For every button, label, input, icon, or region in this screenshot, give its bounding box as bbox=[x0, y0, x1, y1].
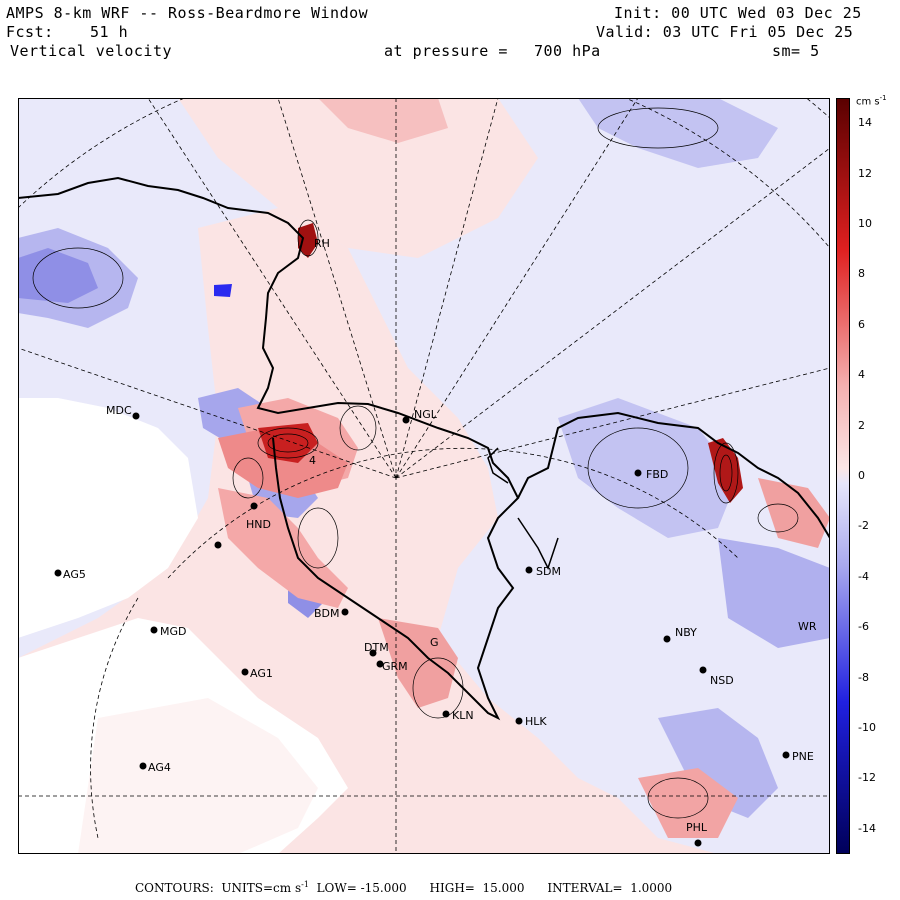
station-mdc: MDC bbox=[106, 404, 132, 417]
negative-field-east bbox=[558, 398, 738, 538]
negative-field-strong-patch bbox=[214, 284, 232, 297]
positive-field-region-north bbox=[178, 98, 538, 258]
station-hnd: HND bbox=[246, 518, 271, 531]
forecast-hour: 51 h bbox=[90, 23, 129, 41]
colorbar-tick: 4 bbox=[858, 368, 865, 382]
positive-field-south-patch bbox=[638, 768, 738, 838]
dense-contours bbox=[32, 107, 799, 819]
colorbar-units: cm s-1 bbox=[856, 94, 887, 108]
positive-field-strong-1 bbox=[258, 423, 318, 463]
colorbar-tick: -8 bbox=[858, 670, 869, 684]
colorbar-tick: -2 bbox=[858, 519, 869, 533]
station-nsd: NSD bbox=[710, 674, 734, 687]
valid-time: Valid: 03 UTC Fri 05 Dec 25 bbox=[596, 23, 854, 41]
station-ngl: NGL bbox=[414, 408, 438, 421]
forecast-label: Fcst: bbox=[6, 23, 54, 41]
station-rh: RH bbox=[314, 237, 330, 250]
colorbar-tick: 8 bbox=[858, 267, 865, 281]
contour-label-4: 4 bbox=[309, 454, 316, 467]
positive-field-mountain-3 bbox=[218, 488, 348, 608]
contour-info: CONTOURS: UNITS=cm s-1 LOW= -15.000 HIGH… bbox=[135, 880, 673, 895]
station-phl: PHL bbox=[686, 821, 708, 834]
negative-field-east-2 bbox=[718, 538, 830, 648]
colorbar-tick: -12 bbox=[858, 771, 876, 785]
init-time: Init: 00 UTC Wed 03 Dec 25 bbox=[614, 4, 862, 22]
coastline-east-2 bbox=[487, 447, 559, 570]
station-fbd: FBD bbox=[646, 468, 668, 481]
station-pne: PNE bbox=[792, 750, 814, 763]
station-labels: MDC NGL SDM AG5 MGD AG1 AG4 BDM KLN HLK … bbox=[63, 237, 817, 834]
station-ag5: AG5 bbox=[63, 568, 86, 581]
pressure-label: at pressure = bbox=[384, 42, 508, 60]
map-title: AMPS 8-km WRF -- Ross-Beardmore Window bbox=[6, 4, 369, 22]
coastline bbox=[18, 176, 520, 721]
coastline-east bbox=[517, 411, 830, 539]
negative-field-northwest-dark bbox=[18, 248, 98, 303]
positive-field-north-patch bbox=[318, 98, 448, 143]
station-kln: KLN bbox=[452, 709, 474, 722]
station-grm: GRM bbox=[382, 660, 408, 673]
map-frame bbox=[18, 98, 830, 854]
graticule bbox=[18, 98, 830, 854]
station-dtm: DTM bbox=[364, 641, 389, 654]
station-nby: NBY bbox=[675, 626, 697, 639]
positive-field-east-patch bbox=[758, 478, 830, 548]
vertical-velocity-map: MDC NGL SDM AG5 MGD AG1 AG4 BDM KLN HLK … bbox=[18, 98, 830, 854]
colorbar-tick: 12 bbox=[858, 166, 872, 180]
colorbar-tick: 2 bbox=[858, 418, 865, 432]
station-sdm: SDM bbox=[536, 565, 561, 578]
station-bdm: BDM bbox=[314, 607, 340, 620]
colorbar-tick: 0 bbox=[858, 469, 865, 482]
pressure-value: 700 hPa bbox=[534, 42, 601, 60]
station-ag4: AG4 bbox=[148, 761, 171, 774]
station-hlk: HLK bbox=[525, 715, 547, 728]
negative-field-ne bbox=[578, 98, 778, 168]
field-name: Vertical velocity bbox=[10, 42, 173, 60]
colorbar-tick: -10 bbox=[858, 721, 876, 734]
station-mgd: MGD bbox=[160, 625, 187, 638]
station-g: G bbox=[430, 636, 439, 649]
smoothing-label: sm= 5 bbox=[772, 42, 820, 60]
positive-field-transantarctic bbox=[378, 618, 458, 708]
colorbar-tick: -6 bbox=[858, 620, 869, 634]
station-markers bbox=[54, 412, 790, 847]
colorbar-tick: 14 bbox=[858, 116, 872, 130]
colorbar-tick: 6 bbox=[858, 317, 865, 331]
positive-field-strong-2 bbox=[298, 223, 318, 258]
colorbar-tick: -4 bbox=[858, 569, 869, 583]
zero-field-west bbox=[18, 398, 198, 638]
colorbar-tick: -14 bbox=[858, 821, 876, 835]
station-wr: WR bbox=[798, 620, 817, 633]
negative-field-southeast bbox=[658, 708, 778, 818]
colorbar-tick: 10 bbox=[858, 217, 872, 230]
colorbar bbox=[836, 98, 850, 854]
zero-field-southwest-lower bbox=[78, 698, 318, 854]
station-ag1: AG1 bbox=[250, 667, 273, 680]
